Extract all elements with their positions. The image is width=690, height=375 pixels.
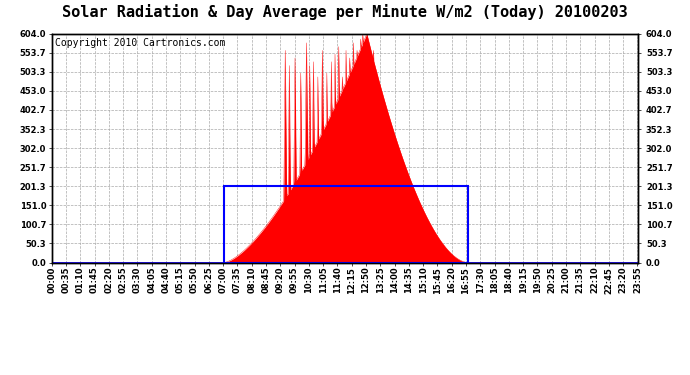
Text: Solar Radiation & Day Average per Minute W/m2 (Today) 20100203: Solar Radiation & Day Average per Minute… <box>62 4 628 20</box>
Text: Copyright 2010 Cartronics.com: Copyright 2010 Cartronics.com <box>55 38 225 48</box>
Bar <box>224 186 468 262</box>
